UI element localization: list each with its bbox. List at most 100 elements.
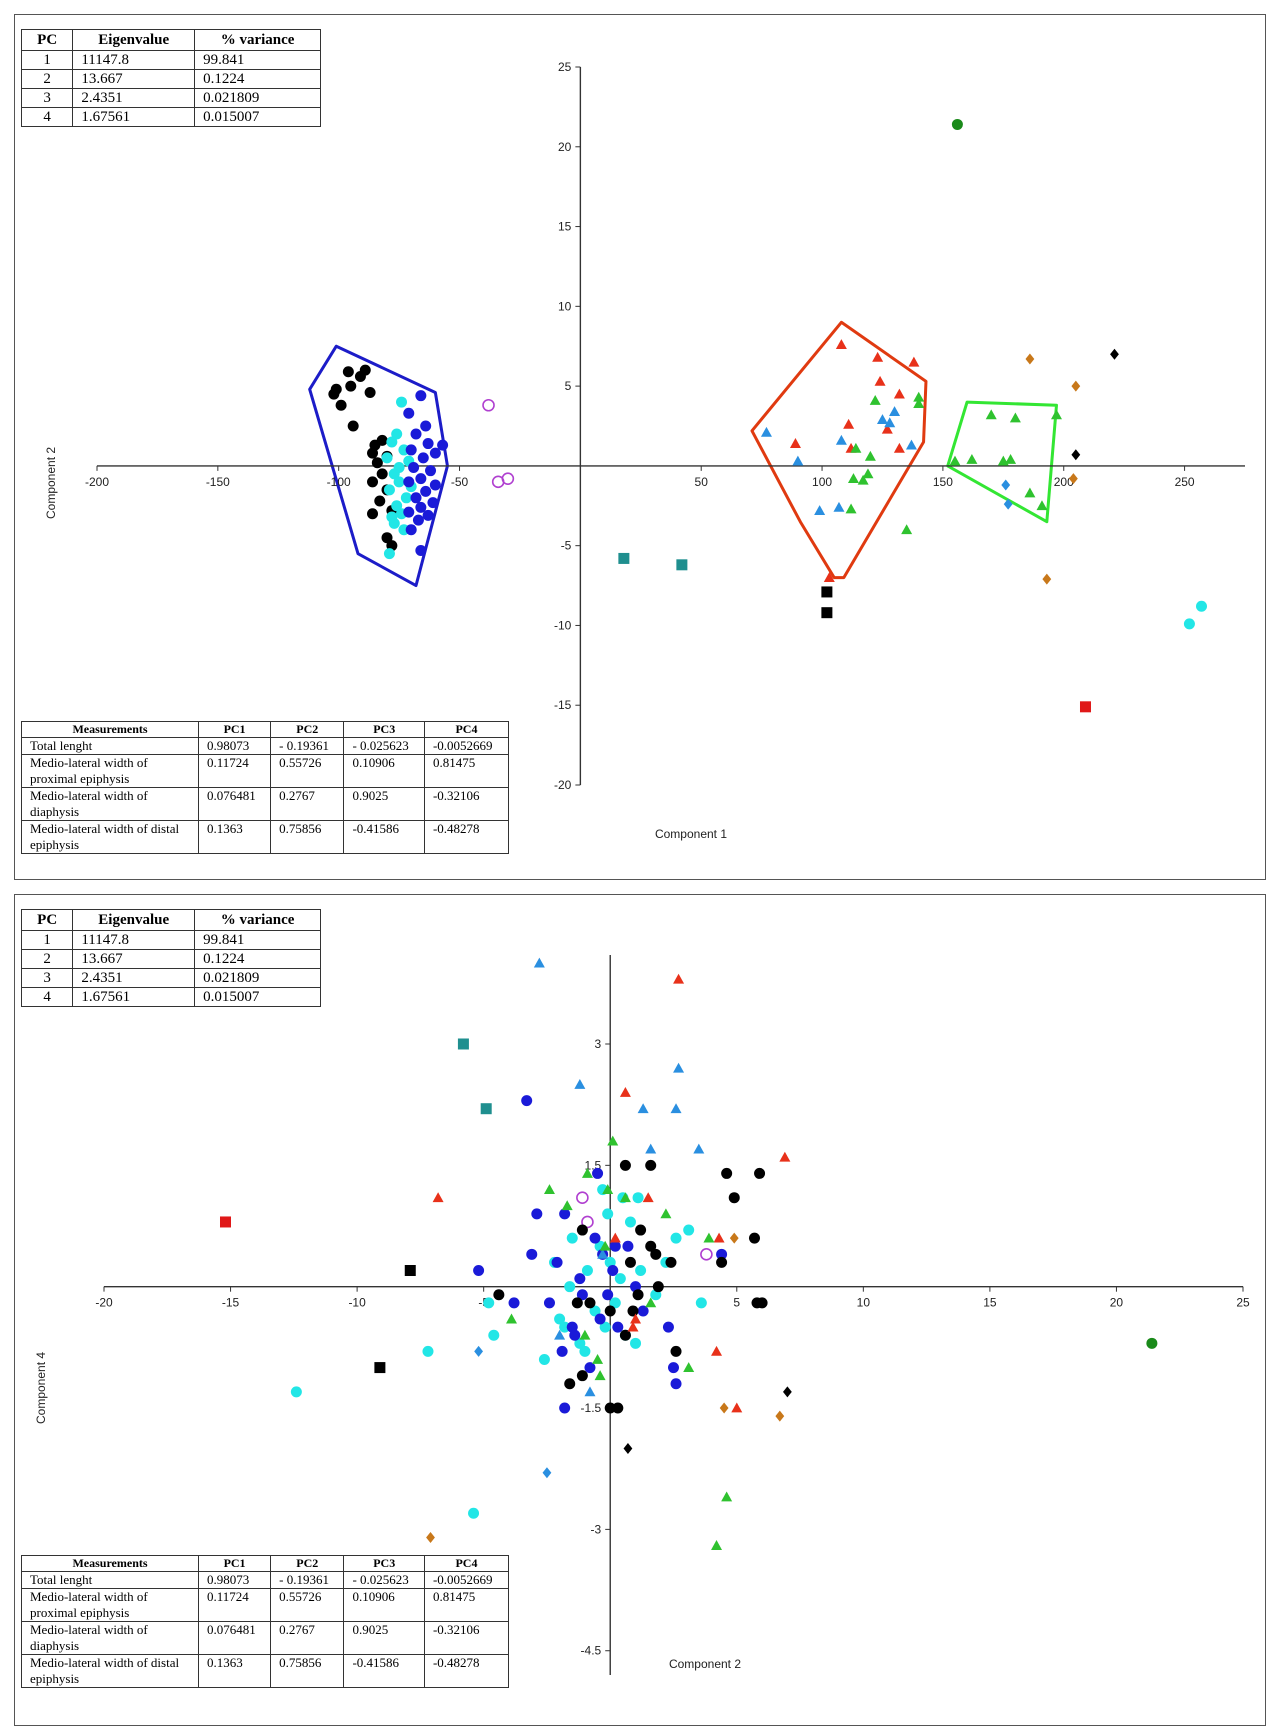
table-cell: 0.55726 [270, 754, 345, 788]
data-point [632, 1289, 644, 1301]
x-tick-label: -50 [451, 475, 469, 489]
data-point [665, 1256, 677, 1268]
data-point [645, 1143, 657, 1154]
data-point [405, 444, 417, 456]
data-point [1050, 409, 1062, 420]
data-point [581, 1215, 594, 1229]
data-point [574, 1078, 586, 1089]
data-point [670, 1378, 682, 1390]
table-cell: 0.021809 [194, 88, 321, 108]
data-point [328, 388, 340, 400]
table-cell: -0.48278 [423, 820, 510, 854]
data-point [396, 396, 408, 408]
data-point [949, 455, 961, 466]
x-tick-label: 200 [1054, 475, 1074, 489]
x-tick-label: 10 [857, 1296, 871, 1310]
x-tick-label: 5 [733, 1296, 740, 1310]
table-cell: -0.48278 [423, 1654, 510, 1688]
table-cell: 0.55726 [270, 1588, 345, 1622]
data-point [602, 1184, 614, 1195]
data-point [386, 436, 398, 448]
eigenvalue-table: PC Eigenvalue% variance 1 11147.8 99.841 2 13.… [20, 29, 321, 127]
y-tick-label: 25 [558, 60, 572, 74]
table-header-row: Measurements PC1 PC2 PC3 PC4 [21, 721, 510, 738]
y-tick-label: -3 [591, 1522, 602, 1536]
table-cell: 0.81475 [423, 754, 510, 788]
data-point [551, 1256, 563, 1268]
table-header-cell: PC2 [270, 721, 345, 738]
data-point [589, 1232, 601, 1244]
data-point [597, 1248, 609, 1259]
data-point [1195, 600, 1207, 612]
data-point [559, 1321, 571, 1333]
table-cell: 2 [20, 949, 74, 969]
data-point [538, 1353, 550, 1365]
eigenvalue-table: PC Eigenvalue% variance 1 11147.8 99.841 2 13.… [20, 909, 321, 1007]
data-point [559, 1402, 571, 1414]
data-point [584, 1297, 596, 1309]
data-point [908, 356, 920, 367]
table-row: Medio-lateral width of distal epiphysis 0… [21, 820, 510, 854]
table-header-cell: PC [20, 29, 74, 51]
data-point [403, 506, 415, 518]
data-point [754, 1167, 766, 1179]
data-point [581, 1265, 593, 1277]
table-cell: 2.4351 [72, 968, 196, 988]
table-cell: 0.1224 [194, 69, 321, 89]
table-header-cell: PC [20, 909, 74, 931]
data-point [721, 1167, 733, 1179]
data-point [869, 394, 881, 405]
table-cell: -0.0052669 [423, 1571, 510, 1589]
data-point [635, 1224, 647, 1236]
data-point [408, 461, 420, 473]
data-point [554, 1329, 566, 1340]
data-point [645, 1240, 657, 1252]
data-point [913, 391, 925, 402]
data-point [483, 1297, 495, 1309]
table-header-cell: % variance [194, 29, 321, 51]
x-tick-label: -200 [85, 475, 109, 489]
table-cell: -0.32106 [423, 1621, 510, 1655]
data-point [422, 509, 434, 521]
table-cell: 0.021809 [194, 968, 321, 988]
data-point [874, 375, 886, 386]
x-tick-label: 100 [812, 475, 832, 489]
table-cell: 0.75856 [270, 1654, 345, 1688]
data-point [670, 1232, 682, 1244]
table-row: 1 11147.8 99.841 [20, 50, 321, 70]
data-point [374, 495, 386, 507]
table-cell: 11147.8 [72, 930, 196, 950]
data-point [367, 508, 379, 520]
data-point [501, 472, 515, 485]
data-point [627, 1321, 639, 1332]
data-point [876, 414, 888, 425]
data-point [635, 1265, 647, 1277]
data-point [602, 1208, 614, 1220]
data-point [415, 544, 427, 556]
data-point [905, 439, 917, 450]
data-point [594, 1370, 606, 1381]
table-cell: -0.41586 [343, 820, 425, 854]
data-point [670, 1345, 682, 1357]
data-point [531, 1208, 543, 1220]
data-point [893, 388, 905, 399]
table-header-cell: Measurements [21, 1555, 199, 1572]
data-point [823, 572, 835, 582]
data-point [835, 339, 847, 350]
data-point [576, 1191, 589, 1204]
data-point [383, 548, 395, 560]
data-point [594, 1313, 606, 1325]
y-tick-label: 15 [558, 220, 572, 234]
data-point [612, 1321, 624, 1333]
convex-hull [750, 320, 928, 580]
data-point [576, 1289, 588, 1301]
table-cell: Medio-lateral width of diaphysis [21, 787, 199, 821]
table-cell: Total lenght [21, 1571, 199, 1589]
table-cell: 99.841 [194, 50, 321, 70]
data-point [985, 409, 997, 420]
y-axis-title: Component 2 [44, 447, 58, 519]
table-row: 4 1.67561 0.015007 [20, 107, 321, 127]
x-axis-title: Component 1 [655, 827, 727, 841]
table-cell: 0.98073 [197, 737, 272, 755]
data-point [711, 1345, 723, 1356]
